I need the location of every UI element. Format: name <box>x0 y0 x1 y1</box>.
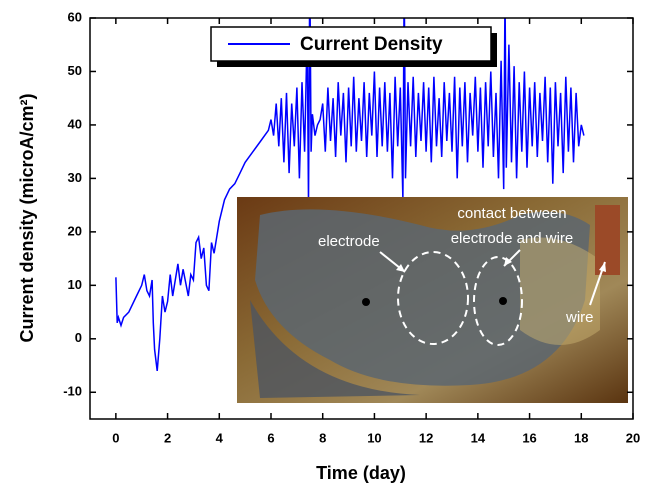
x-axis-label: Time (day) <box>316 463 406 483</box>
plot-area <box>115 18 585 371</box>
y-tick-label: 30 <box>68 170 82 185</box>
legend-label: Current Density <box>300 34 443 55</box>
y-tick-label: 20 <box>68 223 82 238</box>
x-tick-label: 4 <box>216 430 224 445</box>
x-tick-label: 16 <box>522 430 536 445</box>
x-tick-label: 20 <box>626 430 640 445</box>
x-tick-label: 14 <box>471 430 486 445</box>
x-tick-label: 12 <box>419 430 433 445</box>
x-tick-label: 10 <box>367 430 381 445</box>
x-tick-label: 6 <box>267 430 274 445</box>
data-line <box>115 18 585 371</box>
x-tick-label: 0 <box>112 430 119 445</box>
annotation: electrode and wire <box>451 230 574 247</box>
x-tick-label: 18 <box>574 430 588 445</box>
legend: Current Density <box>210 26 497 67</box>
y-tick-label: 40 <box>68 116 82 131</box>
x-tick-label: 2 <box>164 430 171 445</box>
annotation: wire <box>565 309 594 326</box>
y-tick-label: 0 <box>75 330 82 345</box>
y-tick-label: -10 <box>63 384 82 399</box>
y-tick-label: 50 <box>68 63 82 78</box>
x-tick-label: 8 <box>319 430 326 445</box>
plot-frame <box>89 17 634 420</box>
y-axis-label: Current density (microA/cm²) <box>17 93 37 342</box>
inset-photo: electrode contact between electrode and … <box>237 197 628 403</box>
y-tick-label: 60 <box>68 9 82 24</box>
y-tick-label: 10 <box>68 277 82 292</box>
annotation: electrode <box>318 233 380 250</box>
annotation: contact between <box>457 205 566 222</box>
